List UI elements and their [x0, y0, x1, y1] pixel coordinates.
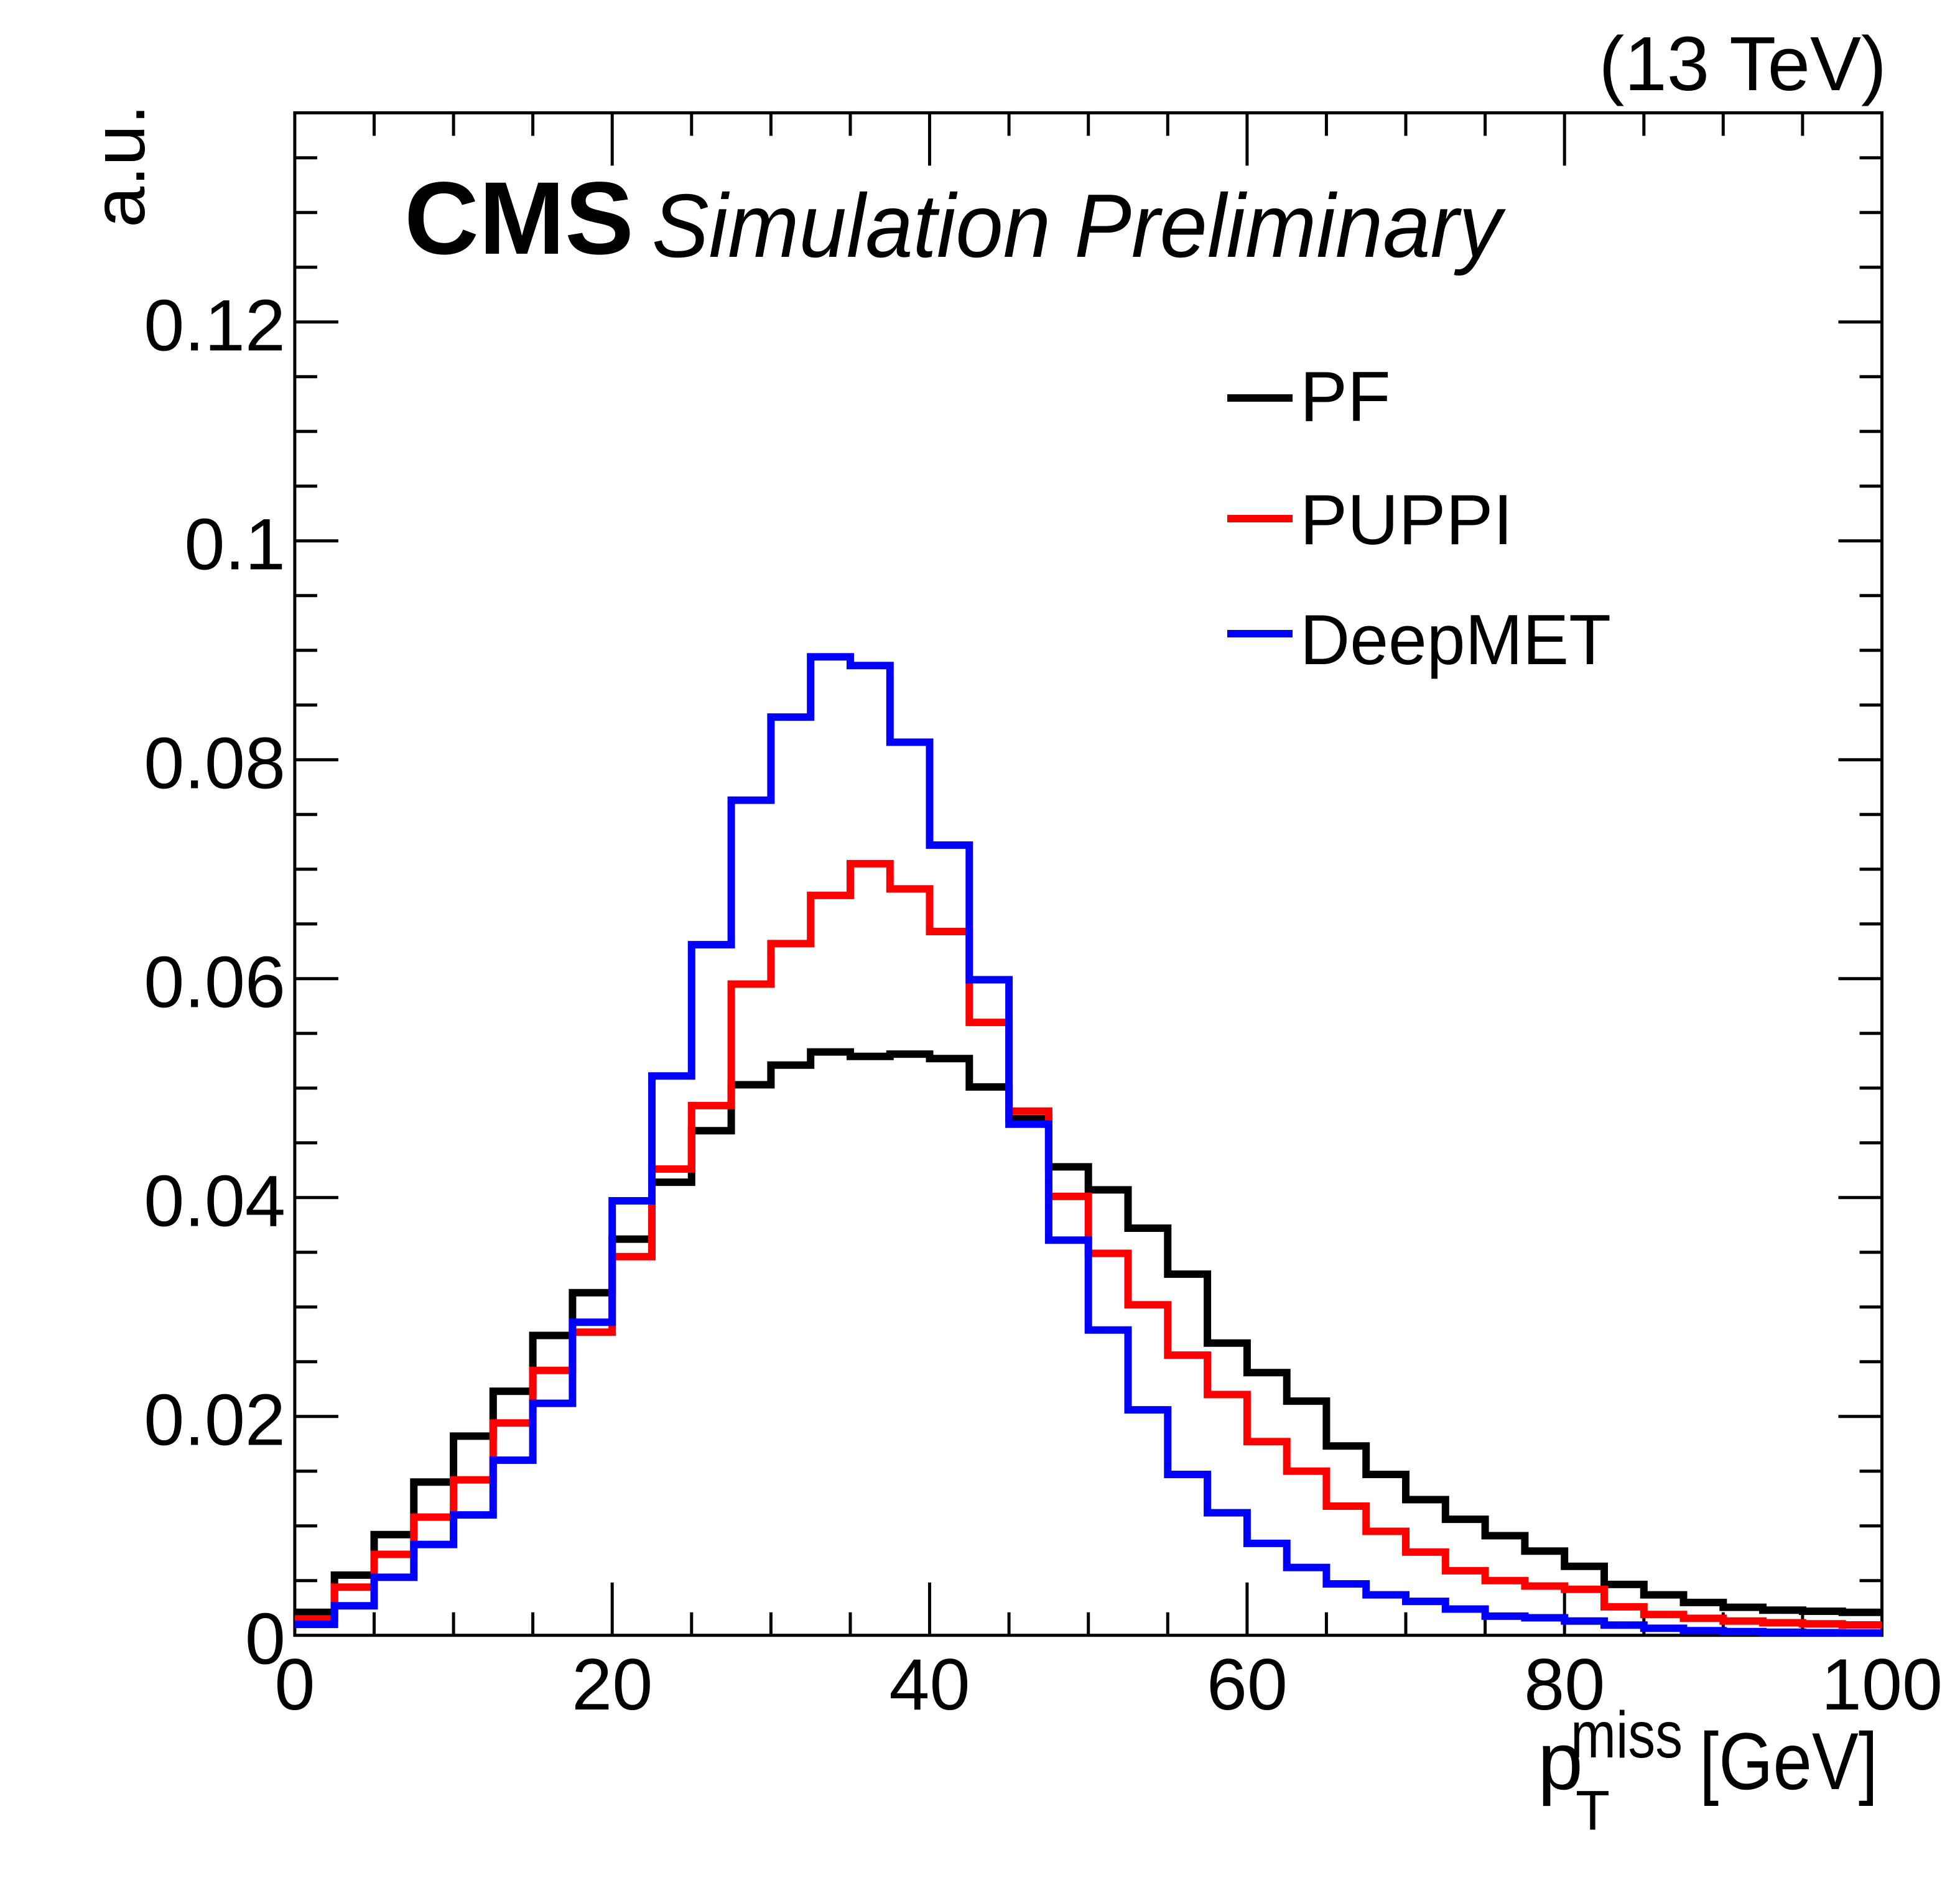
svg-text:80: 80 — [1524, 1644, 1605, 1725]
svg-text:miss: miss — [1571, 1698, 1683, 1772]
svg-text:0.04: 0.04 — [144, 1160, 286, 1242]
svg-text:0.12: 0.12 — [144, 285, 286, 366]
svg-text:CMS: CMS — [404, 161, 634, 276]
svg-text:p: p — [1538, 1715, 1583, 1807]
svg-text:0: 0 — [245, 1598, 286, 1680]
svg-text:(13 TeV): (13 TeV) — [1599, 22, 1887, 107]
svg-text:0.08: 0.08 — [144, 723, 286, 804]
svg-text:[GeV]: [GeV] — [1699, 1716, 1878, 1807]
svg-text:0.1: 0.1 — [184, 504, 286, 585]
svg-text:60: 60 — [1207, 1644, 1288, 1725]
svg-text:0: 0 — [274, 1644, 315, 1725]
svg-text:DeepMET: DeepMET — [1300, 601, 1611, 680]
svg-text:0.02: 0.02 — [144, 1379, 286, 1461]
svg-text:40: 40 — [889, 1644, 970, 1725]
svg-text:100: 100 — [1821, 1644, 1943, 1725]
svg-text:T: T — [1576, 1780, 1610, 1842]
svg-text:0.06: 0.06 — [144, 941, 286, 1023]
svg-text:PF: PF — [1300, 358, 1391, 437]
svg-text:Simulation Preliminary: Simulation Preliminary — [652, 175, 1506, 276]
svg-text:PUPPI: PUPPI — [1300, 481, 1513, 560]
svg-text:20: 20 — [572, 1644, 653, 1725]
svg-text:a.u.: a.u. — [78, 104, 160, 228]
